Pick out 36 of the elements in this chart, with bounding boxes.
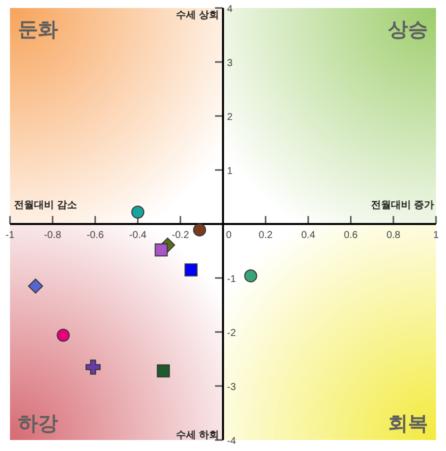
x-tick-label: 0.6 xyxy=(344,230,358,241)
annotation: 수세 상회 xyxy=(176,10,219,21)
annotation: 회복 xyxy=(388,413,428,435)
x-tick-label: 0 xyxy=(226,230,232,241)
point xyxy=(244,269,258,282)
annotation: 하강 xyxy=(18,413,58,435)
y-tick-label: 2 xyxy=(227,112,233,123)
point xyxy=(56,328,70,342)
point xyxy=(154,243,168,256)
x-tick-label: -0.4 xyxy=(129,230,147,241)
x-tick-label: 0.2 xyxy=(258,230,273,241)
annotation: 전월대비 감소 xyxy=(14,200,77,211)
point xyxy=(28,278,44,294)
x-tick-label: -1 xyxy=(6,230,15,241)
x-tick-label: -0.8 xyxy=(44,230,62,241)
y-tick-label: -2 xyxy=(227,328,236,339)
y-tick-label: 4 xyxy=(227,4,233,15)
annotation: 수세 하회 xyxy=(176,430,219,441)
x-tick-label: -0.6 xyxy=(86,230,104,241)
point xyxy=(86,360,101,375)
annotation: 상승 xyxy=(388,19,428,41)
point xyxy=(131,206,144,219)
y-tick-label: 1 xyxy=(227,166,233,177)
point xyxy=(156,364,170,378)
x-tick-label: 0.4 xyxy=(301,230,316,241)
annotation: 둔화 xyxy=(18,19,58,41)
x-tick-label: 0.8 xyxy=(386,230,401,241)
y-tick-label: -3 xyxy=(227,382,236,393)
x-tick-label: -0.2 xyxy=(172,230,190,241)
y-tick-label: -1 xyxy=(227,274,236,285)
y-tick-label: -4 xyxy=(227,436,236,447)
annotation: 전월대비 증가 xyxy=(371,200,434,211)
point xyxy=(193,223,206,236)
x-tick-label: 1 xyxy=(433,230,440,241)
point xyxy=(184,263,198,276)
y-tick-label: 3 xyxy=(227,58,233,69)
